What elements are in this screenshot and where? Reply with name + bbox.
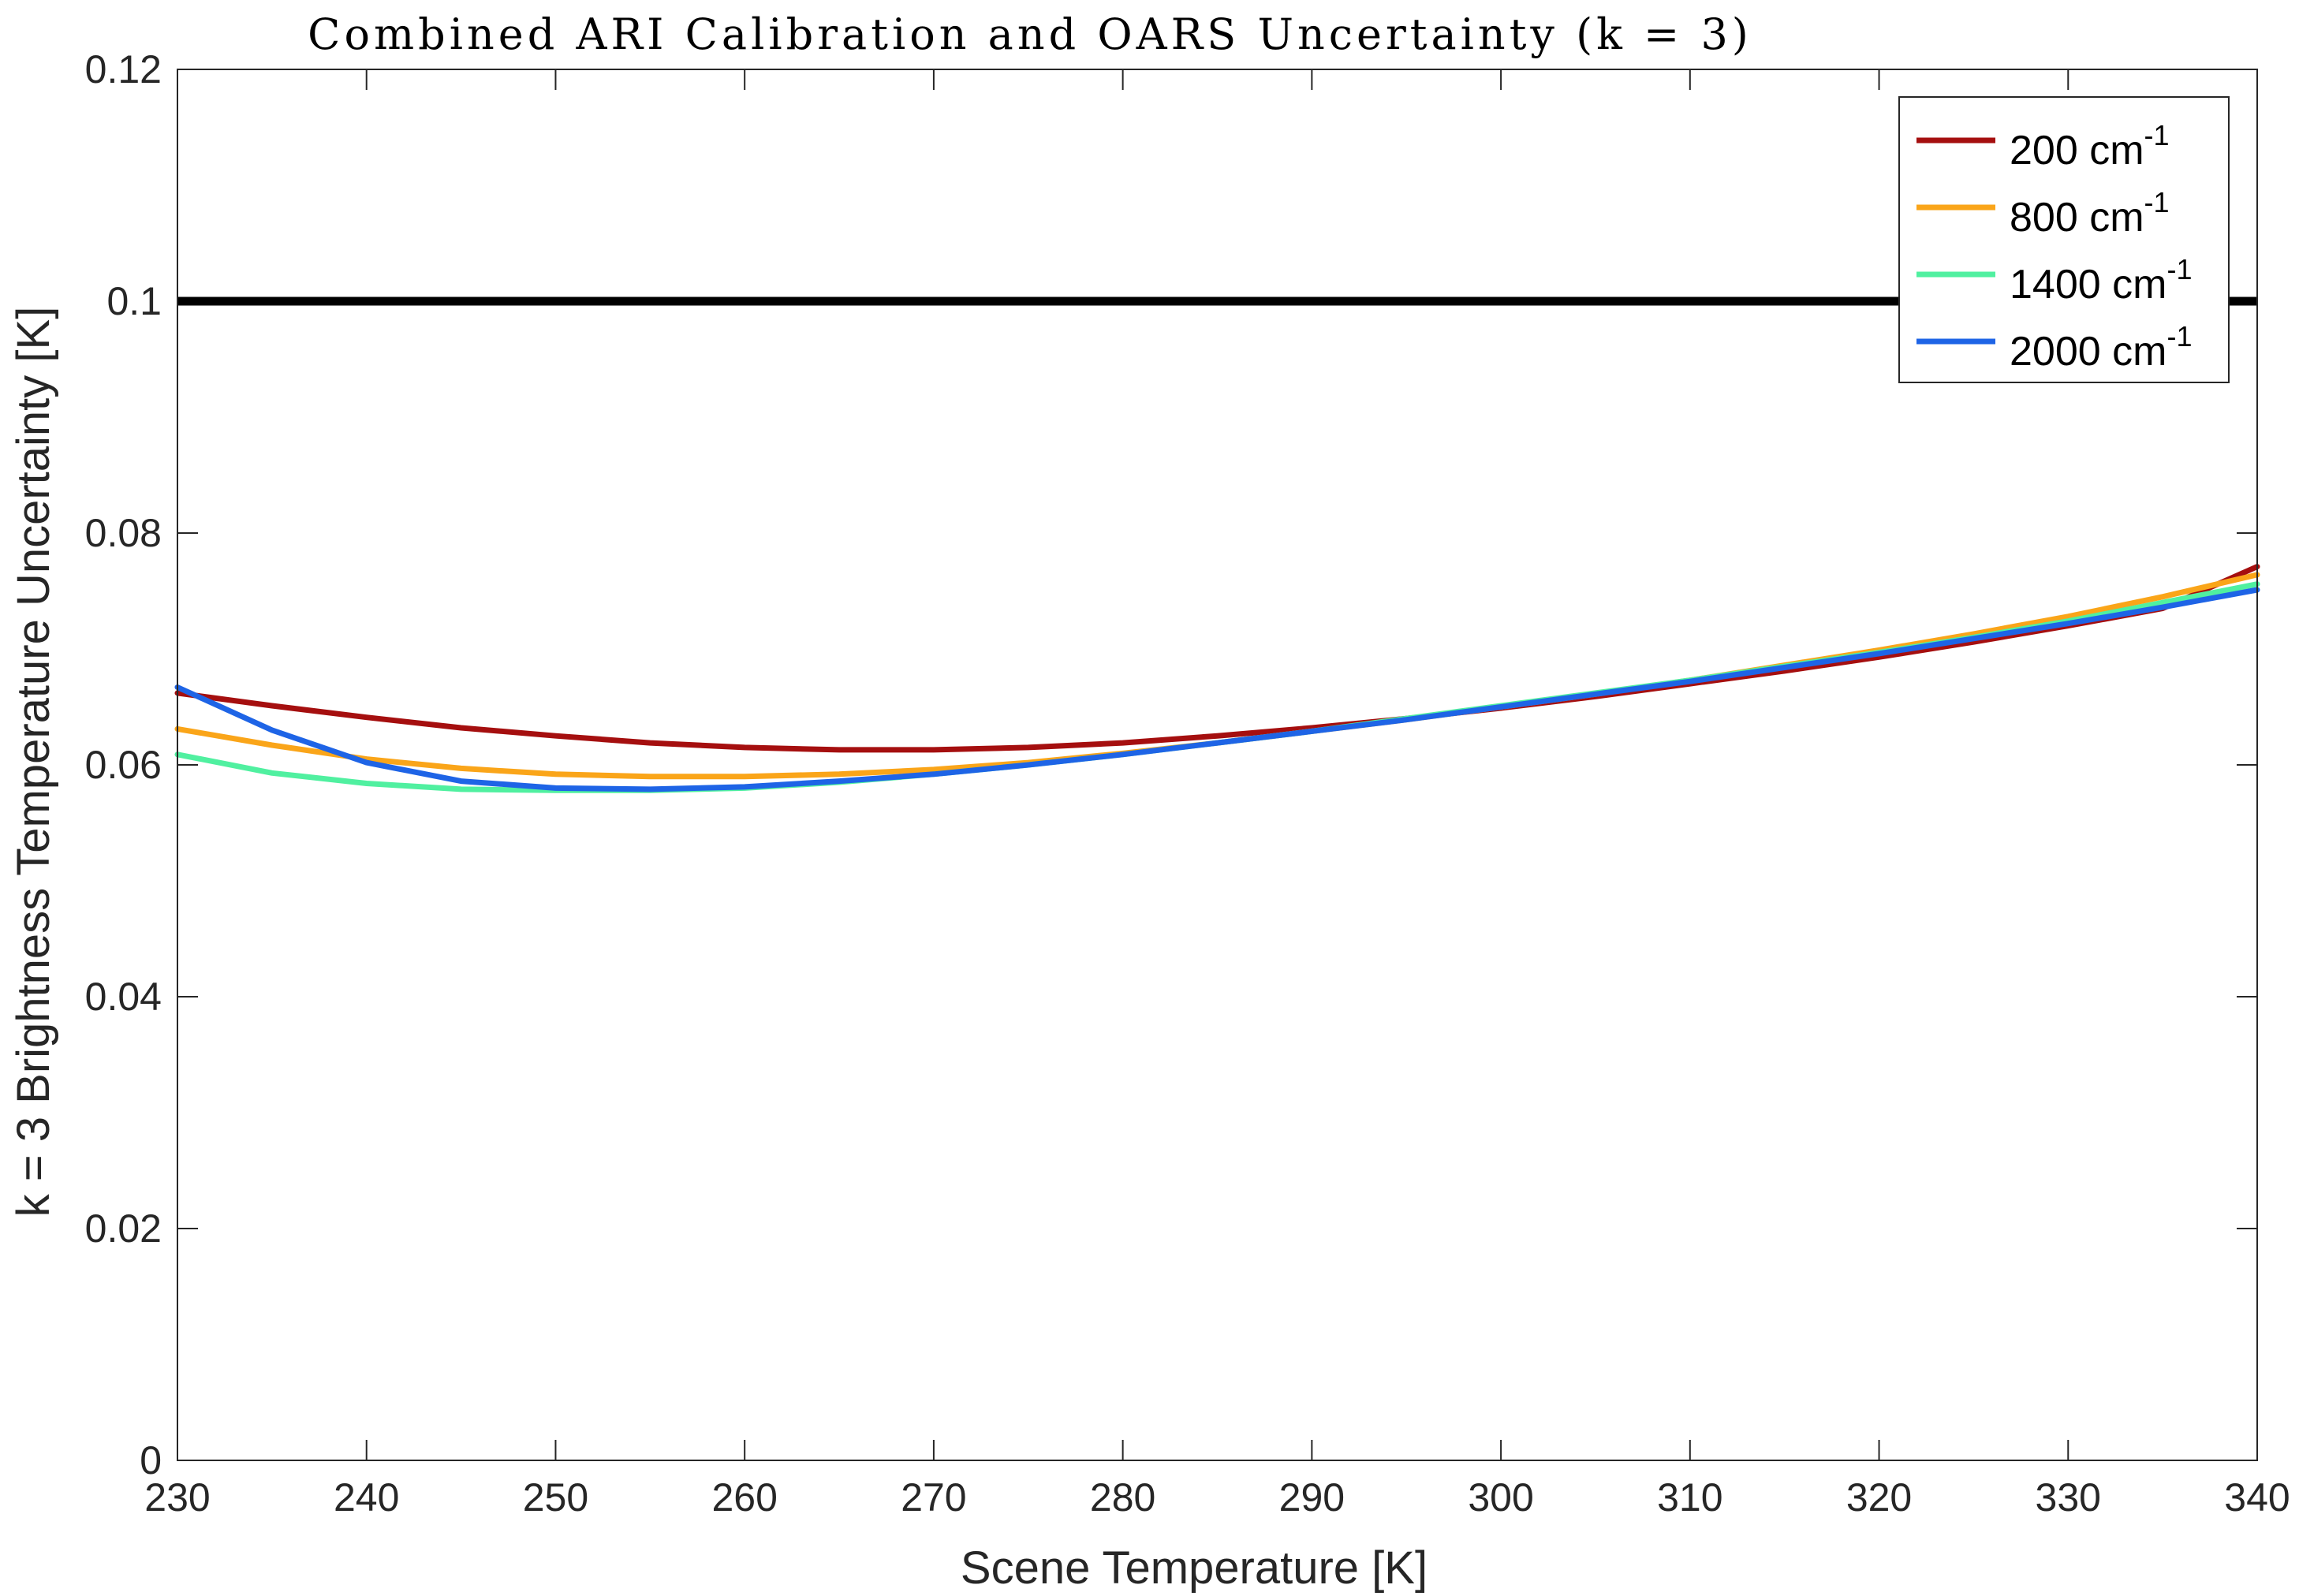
y-tick-label: 0.08 xyxy=(85,511,162,555)
series-line xyxy=(174,564,2260,753)
legend-label: 1400 cm-1 xyxy=(2010,253,2192,308)
series-layer xyxy=(174,564,2260,793)
x-tick-label: 290 xyxy=(1279,1475,1345,1520)
plot-area-frame xyxy=(177,69,2258,1461)
x-tick-label: 280 xyxy=(1090,1475,1155,1520)
x-tick-label: 300 xyxy=(1468,1475,1533,1520)
x-tick-label: 250 xyxy=(523,1475,588,1520)
y-tick-label: 0.1 xyxy=(106,279,162,323)
y-tick-label: 0.06 xyxy=(85,743,162,787)
x-tick-label: 270 xyxy=(901,1475,966,1520)
x-tick-label: 310 xyxy=(1657,1475,1722,1520)
x-tick-label: 330 xyxy=(2036,1475,2101,1520)
chart-title: Combined ARI Calibration and OARS Uncert… xyxy=(308,9,1752,59)
legend-label: 2000 cm-1 xyxy=(2010,320,2192,375)
x-tick-label: 240 xyxy=(334,1475,399,1520)
series-line xyxy=(174,587,2260,792)
x-tick-label: 260 xyxy=(711,1475,777,1520)
x-tick-label: 320 xyxy=(1846,1475,1912,1520)
legend: 200 cm-1 800 cm-1 1400 cm-1 2000 cm-1 xyxy=(1898,96,2230,383)
y-axis-ticks: 0 0.02 0.04 0.06 0.08 0.1 0.12 xyxy=(85,47,2257,1482)
legend-label: 800 cm-1 xyxy=(2010,186,2170,241)
y-axis-label: k = 3 Brightness Temperature Uncertainty… xyxy=(8,307,59,1218)
legend-label: 200 cm-1 xyxy=(2010,119,2170,173)
legend-box xyxy=(1898,96,2230,383)
x-axis-ticks: 230 240 250 260 270 280 290 300 310 320 330 340 xyxy=(144,69,2290,1520)
x-tick-label: 340 xyxy=(2224,1475,2290,1520)
y-tick-label: 0.12 xyxy=(85,47,162,91)
x-tick-label: 230 xyxy=(144,1475,210,1520)
y-tick-label: 0.04 xyxy=(85,975,162,1019)
y-tick-label: 0.02 xyxy=(85,1206,162,1251)
x-axis-label: Scene Temperature [K] xyxy=(961,1542,1428,1594)
y-tick-label: 0 xyxy=(140,1438,162,1482)
